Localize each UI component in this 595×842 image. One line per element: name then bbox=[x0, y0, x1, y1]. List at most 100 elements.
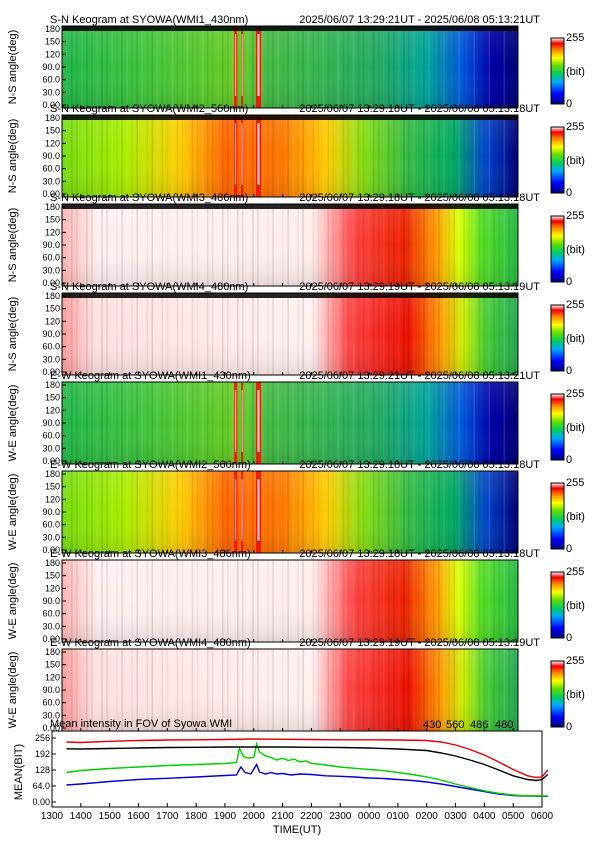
keogram-shading bbox=[62, 204, 518, 286]
colorbar-max-label: 255 bbox=[566, 210, 584, 222]
keogram-streak bbox=[468, 382, 470, 464]
keogram-arc-core bbox=[241, 479, 243, 541]
keogram-streak bbox=[141, 293, 144, 375]
keogram-streak bbox=[418, 115, 420, 197]
keogram-streak bbox=[146, 382, 149, 464]
keogram-streak bbox=[151, 293, 154, 375]
keogram-streak bbox=[292, 26, 294, 108]
keogram-streak bbox=[216, 115, 219, 197]
keogram-streak bbox=[382, 293, 385, 375]
keogram-streak bbox=[433, 649, 435, 731]
keogram-streak bbox=[327, 560, 330, 642]
keogram-streak bbox=[282, 204, 284, 286]
line-xtick-label: 2000 bbox=[243, 811, 266, 822]
keogram-streak bbox=[513, 382, 516, 464]
keogram-streak bbox=[448, 293, 450, 375]
keogram-streak bbox=[473, 471, 476, 553]
keogram-streak bbox=[101, 649, 103, 731]
keogram-streak bbox=[141, 382, 144, 464]
keogram-streak bbox=[81, 382, 83, 464]
keogram-streak bbox=[392, 382, 395, 464]
keogram-streak bbox=[166, 471, 169, 553]
keogram-streak bbox=[96, 560, 98, 642]
keogram-horizon-band bbox=[62, 293, 518, 298]
keogram-streak bbox=[136, 560, 139, 642]
keogram-streak bbox=[463, 649, 465, 731]
keogram-streak bbox=[448, 471, 450, 553]
keogram-y-axis-label: N-S angle(deg) bbox=[7, 208, 19, 283]
keogram-streak bbox=[191, 115, 194, 197]
keogram-streak bbox=[247, 204, 249, 286]
keogram-streak bbox=[226, 560, 229, 642]
keogram-streak bbox=[468, 560, 470, 642]
keogram-streak bbox=[302, 204, 305, 286]
keogram-streak bbox=[186, 471, 189, 553]
keogram-streak bbox=[347, 26, 350, 108]
keogram-streak bbox=[458, 471, 460, 553]
colorbar-min-label: 0 bbox=[566, 454, 572, 466]
keogram-streak bbox=[503, 26, 506, 108]
keogram-streak bbox=[382, 649, 385, 731]
series-line-560 bbox=[66, 741, 548, 797]
keogram-streak bbox=[332, 560, 335, 642]
keogram-ytick-label: 0.00 bbox=[42, 723, 60, 733]
keogram-ytick-label: 0.00 bbox=[42, 100, 60, 110]
keogram-streak bbox=[352, 115, 355, 197]
keogram-streak bbox=[453, 382, 455, 464]
keogram-streak bbox=[392, 204, 395, 286]
colorbar-unit-label: (bit) bbox=[566, 422, 585, 434]
keogram-streak bbox=[71, 560, 73, 642]
keogram-streak bbox=[191, 26, 194, 108]
colorbar-min-label: 0 bbox=[566, 187, 572, 199]
keogram-streak bbox=[71, 204, 73, 286]
keogram-streak bbox=[111, 382, 113, 464]
keogram-streak bbox=[327, 204, 330, 286]
keogram-streak bbox=[362, 115, 365, 197]
keogram-streak bbox=[111, 204, 113, 286]
keogram-streak bbox=[463, 115, 465, 197]
colorbar-max-label: 255 bbox=[566, 388, 584, 400]
keogram-streak bbox=[231, 649, 234, 731]
keogram-streak bbox=[71, 649, 73, 731]
keogram-streak bbox=[201, 204, 204, 286]
keogram-streak bbox=[428, 26, 430, 108]
keogram-ytick-label: 150 bbox=[45, 304, 60, 314]
keogram-streak bbox=[438, 471, 440, 553]
keogram-streak bbox=[498, 649, 501, 731]
keogram-streak bbox=[468, 471, 470, 553]
keogram-streak bbox=[91, 293, 93, 375]
keogram-streak bbox=[131, 382, 133, 464]
keogram-ytick-label: 30.0 bbox=[42, 621, 60, 631]
keogram-ytick-label: 120 bbox=[45, 49, 60, 59]
line-ytick-label: 128 bbox=[35, 765, 50, 775]
keogram-streak bbox=[302, 560, 305, 642]
keogram-streak bbox=[428, 115, 430, 197]
keogram-streak bbox=[226, 382, 229, 464]
colorbar-max-label: 255 bbox=[566, 477, 584, 489]
keogram-arc-core bbox=[257, 390, 260, 452]
keogram-streak bbox=[161, 204, 164, 286]
keogram-ytick-label: 120 bbox=[45, 405, 60, 415]
keogram-streak bbox=[221, 204, 224, 286]
keogram-streak bbox=[483, 293, 486, 375]
keogram-streak bbox=[131, 560, 133, 642]
keogram-streak bbox=[206, 204, 209, 286]
keogram-streak bbox=[196, 115, 199, 197]
keogram-streak bbox=[443, 471, 445, 553]
keogram-streak bbox=[362, 649, 365, 731]
keogram-streak bbox=[196, 204, 199, 286]
keogram-ytick-label: 180 bbox=[45, 469, 60, 479]
keogram-streak bbox=[297, 649, 299, 731]
keogram-streak bbox=[433, 204, 435, 286]
keogram-streak bbox=[488, 560, 491, 642]
keogram-streak bbox=[221, 471, 224, 553]
keogram-ytick-label: 30.0 bbox=[42, 443, 60, 453]
keogram-streak bbox=[287, 649, 289, 731]
keogram-streak bbox=[71, 26, 73, 108]
keogram-streak bbox=[377, 115, 380, 197]
keogram-streak bbox=[161, 560, 164, 642]
keogram-streak bbox=[126, 204, 128, 286]
line-xtick-label: 1700 bbox=[156, 811, 179, 822]
keogram-streak bbox=[91, 115, 93, 197]
keogram-streak bbox=[166, 560, 169, 642]
